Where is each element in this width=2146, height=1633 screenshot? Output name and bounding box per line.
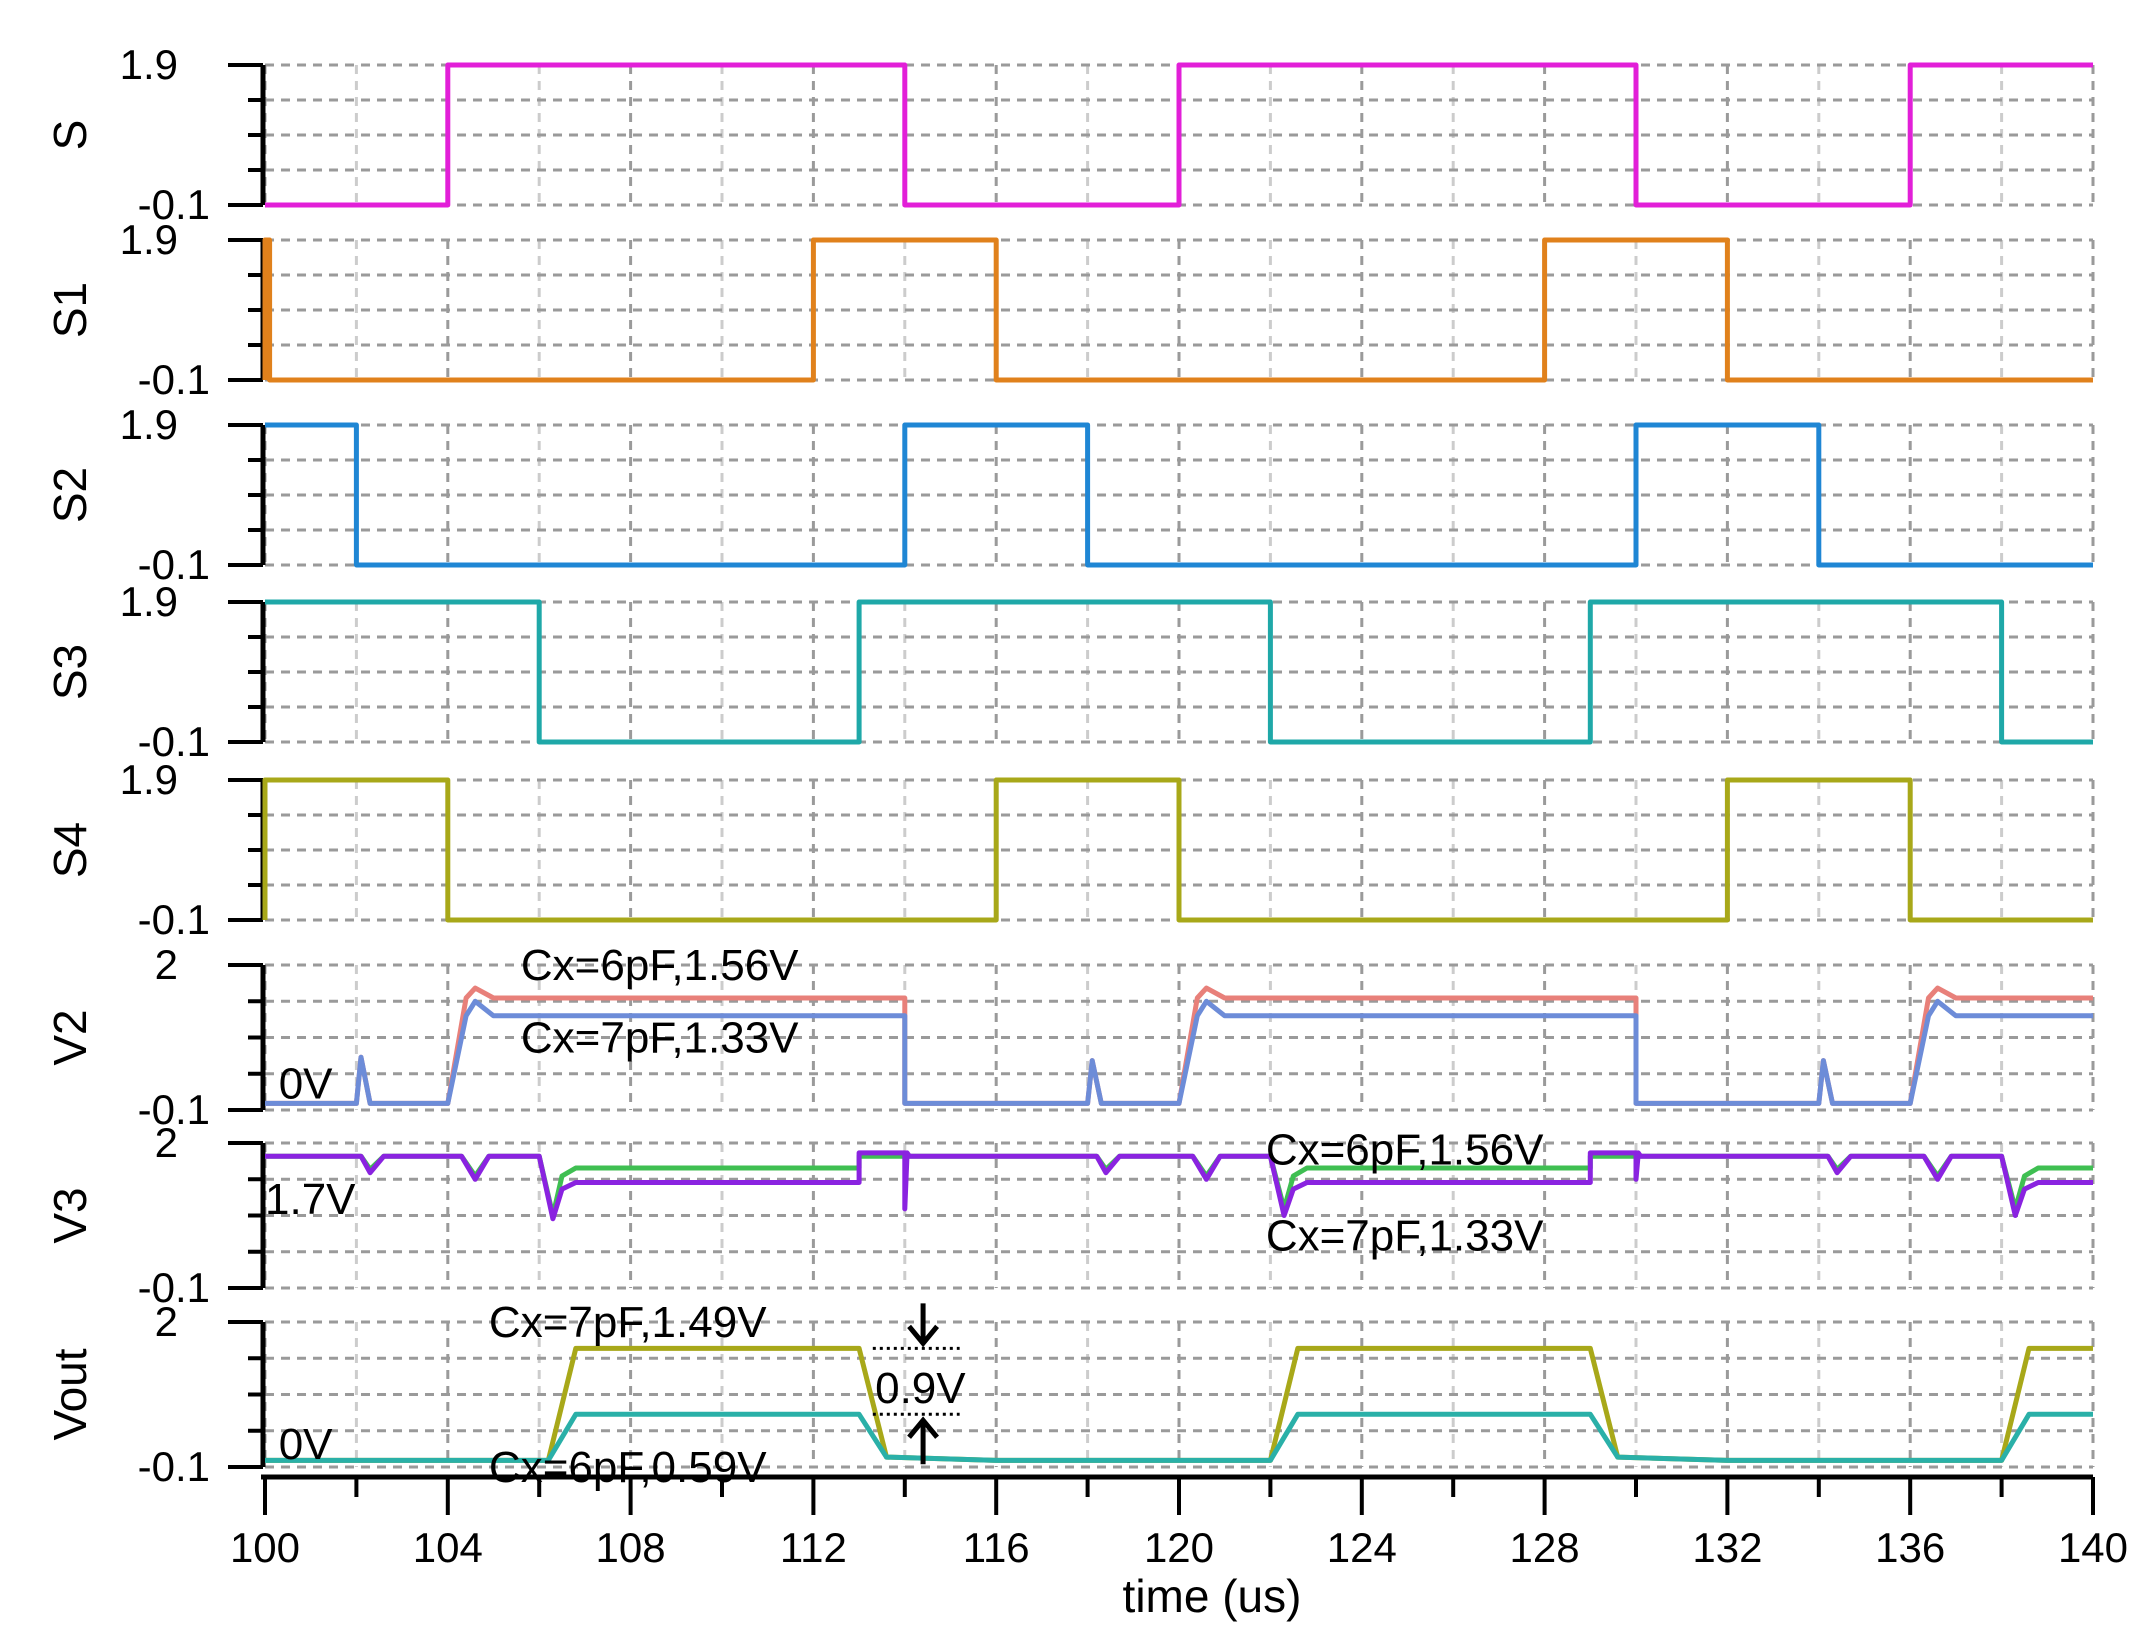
y-axis-label: S1 [44, 282, 96, 338]
y-tick-label: 2 [155, 1119, 178, 1166]
y-tick-label: 1.9 [120, 41, 178, 88]
series-line [265, 422, 2093, 568]
y-axis-label: S [44, 120, 96, 151]
y-tick-label: 2 [155, 941, 178, 988]
y-tick-label: -0.1 [138, 896, 210, 943]
y-tick-label: -0.1 [138, 541, 210, 588]
annotation-label: 0V [279, 1420, 333, 1469]
y-tick-label: 1.9 [120, 578, 178, 625]
x-axis: 100 104 108 112 116 120 124 128 132 136 140 [230, 1474, 2128, 1571]
y-tick-label: -0.1 [138, 1443, 210, 1490]
panel-7: 2 -0.1 Vout Cx=7pF,1.49V Cx=6pF,0.59V 0.9V 0V [44, 1298, 2095, 1492]
y-tick-label: -0.1 [138, 181, 210, 228]
y-tick-label: -0.1 [138, 356, 210, 403]
y-axis-label: S4 [44, 822, 96, 878]
annotation-label: Cx=6pF,1.56V [1266, 1126, 1544, 1175]
y-axis-label: S2 [44, 467, 96, 523]
series-line [265, 1150, 2093, 1222]
arrow-down-icon [907, 1324, 940, 1348]
x-tick-label: 100 [230, 1524, 300, 1571]
series-line [265, 599, 2093, 745]
x-tick-label: 136 [1875, 1524, 1945, 1571]
x-axis-label: time (us) [1123, 1570, 1302, 1622]
panel-5: 2 -0.1 V2 Cx=6pF,1.56V Cx=7pF,1.33V 0V [44, 941, 2095, 1133]
annotation-label: Cx=7pF,1.33V [1266, 1211, 1544, 1260]
y-tick-label: 2 [155, 1298, 178, 1345]
x-tick-label: 124 [1327, 1524, 1397, 1571]
panel-3: 1.9 -0.1 S3 [44, 578, 2095, 765]
annotation-label: 1.7V [265, 1175, 356, 1224]
panel-4: 1.9 -0.1 S4 [44, 756, 2095, 943]
panel-0: 1.9 -0.1 S [44, 41, 2095, 228]
x-tick-label: 108 [596, 1524, 666, 1571]
panel-2: 1.9 -0.1 S2 [44, 401, 2095, 588]
y-axis-label: V2 [44, 1009, 96, 1065]
x-tick-label: 116 [963, 1524, 1030, 1571]
y-tick-label: -0.1 [138, 1264, 210, 1311]
y-tick-label: 1.9 [120, 756, 178, 803]
annotation-label: 0.9V [875, 1364, 966, 1413]
series-line [262, 777, 2093, 923]
x-tick-label: 132 [1692, 1524, 1762, 1571]
panel-6: 2 -0.1 V3 Cx=6pF,1.56V Cx=7pF,1.33V 1.7V [44, 1119, 2095, 1311]
x-tick-label: 112 [780, 1524, 847, 1571]
arrow-up-icon [907, 1416, 940, 1439]
annotation-label: 0V [279, 1060, 333, 1109]
annotation-label: Cx=6pF,0.59V [489, 1443, 767, 1492]
series-line [262, 237, 2093, 383]
annotation-label: Cx=7pF,1.49V [489, 1298, 767, 1347]
annotation-label: Cx=6pF,1.56V [521, 941, 799, 990]
panel-1: 1.9 -0.1 S1 [44, 216, 2095, 403]
x-tick-label: 140 [2058, 1524, 2128, 1571]
series-line [265, 62, 2093, 208]
annotation-label: Cx=7pF,1.33V [521, 1014, 799, 1063]
y-axis-label: Vout [44, 1348, 96, 1440]
y-tick-label: -0.1 [138, 1086, 210, 1133]
y-axis-label: S3 [44, 644, 96, 700]
x-tick-label: 120 [1144, 1524, 1214, 1571]
series-line [265, 1411, 2093, 1463]
y-axis-label: V3 [44, 1187, 96, 1243]
series-line [265, 998, 2093, 1106]
y-tick-label: -0.1 [138, 718, 210, 765]
y-tick-label: 1.9 [120, 216, 178, 263]
x-tick-label: 104 [413, 1524, 483, 1571]
x-tick-label: 128 [1510, 1524, 1580, 1571]
y-tick-label: 1.9 [120, 401, 178, 448]
